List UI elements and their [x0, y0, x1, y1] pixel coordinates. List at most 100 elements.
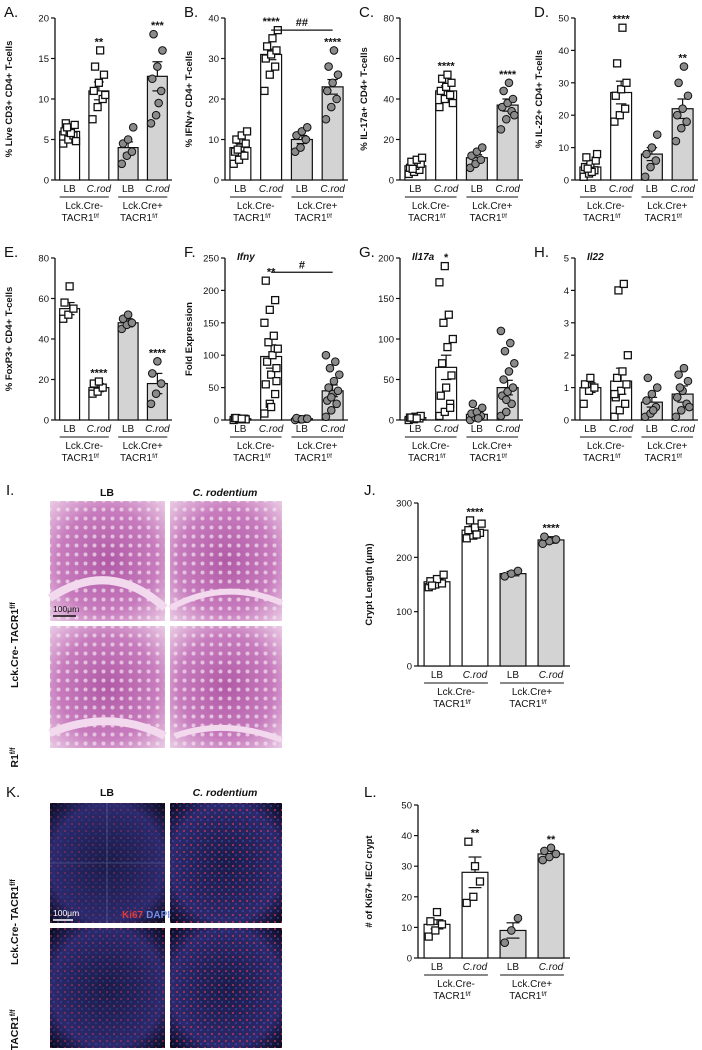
- y-tick-label: 4: [564, 286, 569, 297]
- y-tick-label: 20: [401, 892, 412, 903]
- data-point: [473, 414, 483, 423]
- data-point: [64, 310, 73, 319]
- data-point: [269, 331, 278, 340]
- x-tick-label: LB: [409, 184, 422, 195]
- scale-bar-label: 100μm: [53, 908, 79, 918]
- data-point: [408, 164, 417, 174]
- data-point: [500, 346, 510, 356]
- data-point: [328, 78, 337, 88]
- data-point: [620, 399, 630, 408]
- significance-label: ****: [263, 16, 281, 28]
- gene-title: Il17a: [412, 252, 435, 263]
- panel-label: J.: [364, 482, 376, 499]
- data-point: [580, 380, 590, 389]
- y-tick-label: 50: [383, 375, 394, 386]
- group-label: TACR1f/f: [645, 453, 683, 465]
- y-tick-label: 0: [407, 662, 412, 673]
- x-tick-label: C.rod: [320, 424, 345, 435]
- data-point: [470, 862, 480, 871]
- data-point: [611, 91, 620, 100]
- data-point: [676, 123, 686, 133]
- data-point: [622, 380, 631, 389]
- if-panel-K: K. LB C. rodentium Lck.Cre- TACR1f/f Lck…: [6, 784, 282, 1050]
- data-point: [444, 310, 453, 319]
- data-point: [504, 78, 514, 88]
- data-point: [683, 91, 693, 101]
- data-point: [99, 70, 109, 79]
- data-point: [65, 282, 74, 291]
- data-point: [149, 29, 158, 39]
- data-point: [301, 135, 311, 144]
- group-label: Lck.Cre-: [65, 441, 103, 452]
- row-label-cre-neg: Lck.Cre- TACR1f/f: [9, 879, 21, 965]
- y-tick-label: 20: [38, 14, 49, 25]
- group-label: TACR1f/f: [62, 213, 100, 225]
- y-tick-label: 0: [214, 416, 219, 427]
- group-label: Lck.Cre+: [472, 201, 512, 212]
- data-point: [620, 104, 630, 113]
- data-point: [268, 351, 277, 360]
- group-label: TACR1f/f: [509, 991, 547, 1003]
- data-point: [70, 120, 79, 130]
- group-label: Lck.Cre+: [512, 979, 552, 990]
- data-point: [496, 125, 506, 134]
- x-tick-label: C.rod: [670, 424, 695, 435]
- data-point: [89, 86, 98, 96]
- group-label: Lck.Cre-: [237, 441, 275, 452]
- x-tick-label: C.rod: [259, 184, 284, 195]
- data-point: [472, 530, 481, 539]
- data-point: [464, 526, 473, 535]
- data-point: [445, 403, 455, 413]
- data-point: [679, 363, 689, 373]
- group-label: TACR1f/f: [120, 453, 158, 465]
- y-tick-label: 20: [208, 95, 219, 106]
- significance-label: ****: [499, 69, 517, 81]
- data-point: [439, 570, 448, 579]
- group-label: Lck.Cre-: [412, 441, 450, 452]
- data-point: [618, 367, 627, 376]
- data-point: [321, 114, 331, 124]
- significance-label: ****: [324, 36, 342, 48]
- data-point: [272, 376, 281, 386]
- data-point: [93, 102, 102, 112]
- gene-title: Il22: [587, 252, 604, 263]
- y-tick-label: 40: [558, 46, 569, 57]
- x-tick-label: LB: [234, 424, 247, 435]
- data-point: [462, 898, 471, 908]
- x-tick-label: LB: [122, 424, 135, 435]
- data-point: [117, 159, 127, 169]
- y-tick-label: 1: [564, 383, 569, 394]
- data-point: [546, 843, 556, 853]
- data-point: [154, 98, 163, 108]
- data-point: [412, 414, 421, 423]
- data-point: [332, 399, 341, 409]
- data-point: [261, 276, 270, 285]
- x-tick-label: C.rod: [145, 424, 170, 435]
- group-label: Lck.Cre+: [297, 441, 337, 452]
- data-point: [510, 359, 519, 368]
- y-tick-label: 100: [396, 607, 412, 618]
- data-point: [270, 62, 280, 71]
- data-point: [499, 375, 508, 384]
- x-tick-label: LB: [507, 670, 520, 681]
- column-label-lb: LB: [100, 787, 114, 799]
- data-point: [508, 94, 518, 104]
- data-point: [153, 62, 162, 71]
- data-point: [610, 117, 619, 126]
- data-point: [147, 369, 157, 378]
- data-point: [551, 535, 561, 544]
- y-tick-label: 2: [564, 351, 569, 362]
- data-point: [476, 155, 486, 165]
- data-point: [513, 913, 523, 923]
- x-tick-label: LB: [471, 184, 484, 195]
- row-label-cre-pos: Lck.Cre+ TACR1f/f: [9, 747, 21, 768]
- data-point: [437, 579, 447, 588]
- y-tick-label: 80: [383, 14, 394, 25]
- y-tick-label: 10: [401, 923, 412, 934]
- data-point: [674, 370, 683, 379]
- data-point: [260, 318, 269, 327]
- data-point: [156, 86, 166, 96]
- y-tick-label: 20: [383, 135, 394, 146]
- data-point: [268, 34, 277, 43]
- data-point: [439, 318, 448, 327]
